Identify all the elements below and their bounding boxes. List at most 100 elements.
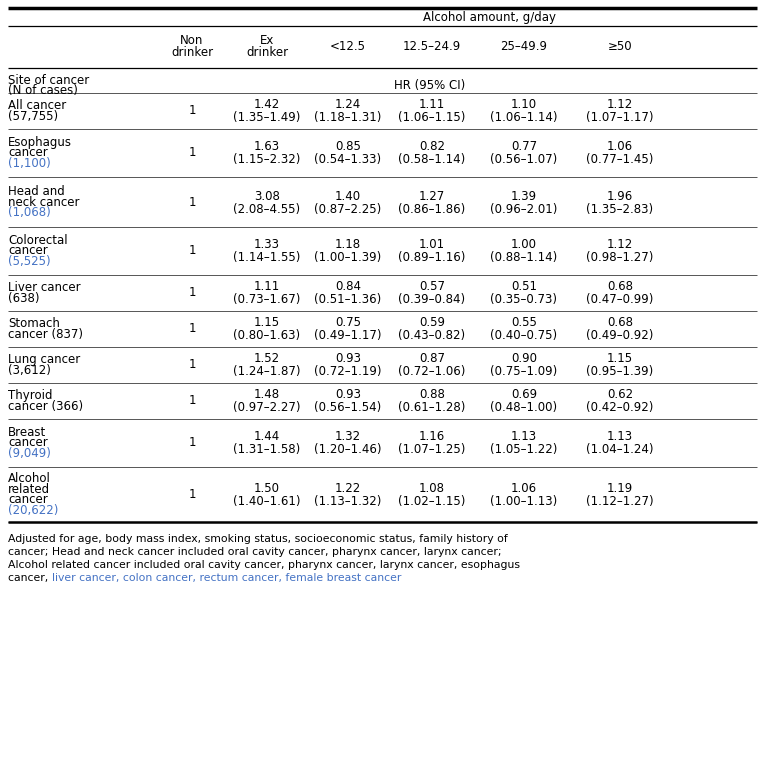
- Text: 1.33: 1.33: [254, 239, 280, 252]
- Text: 1.39: 1.39: [511, 190, 537, 203]
- Text: (1.14–1.55): (1.14–1.55): [233, 252, 301, 264]
- Text: (0.39–0.84): (0.39–0.84): [399, 294, 466, 306]
- Text: Esophagus: Esophagus: [8, 136, 72, 149]
- Text: (3,612): (3,612): [8, 364, 51, 377]
- Text: (0.75–1.09): (0.75–1.09): [490, 365, 558, 378]
- Text: (0.73–1.67): (0.73–1.67): [233, 294, 301, 306]
- Text: (1.20–1.46): (1.20–1.46): [314, 444, 382, 457]
- Text: 0.55: 0.55: [511, 316, 537, 329]
- Text: cancer: cancer: [8, 437, 47, 450]
- Text: cancer: cancer: [8, 493, 47, 507]
- Text: (0.88–1.14): (0.88–1.14): [490, 252, 558, 264]
- Text: (1.12–1.27): (1.12–1.27): [586, 495, 654, 508]
- Text: (0.89–1.16): (0.89–1.16): [399, 252, 466, 264]
- Text: 1.06: 1.06: [607, 141, 633, 154]
- Text: 1.10: 1.10: [511, 99, 537, 112]
- Text: 0.75: 0.75: [335, 316, 361, 329]
- Text: <12.5: <12.5: [330, 40, 366, 54]
- Text: 1: 1: [188, 245, 196, 257]
- Text: 1: 1: [188, 104, 196, 117]
- Text: 1.22: 1.22: [335, 482, 361, 495]
- Text: 1.52: 1.52: [254, 353, 280, 365]
- Text: (1,068): (1,068): [8, 206, 50, 219]
- Text: (0.61–1.28): (0.61–1.28): [399, 402, 466, 414]
- Text: (0.40–0.75): (0.40–0.75): [490, 329, 558, 343]
- Text: drinker: drinker: [171, 47, 213, 60]
- Text: 0.93: 0.93: [335, 388, 361, 402]
- Text: Head and: Head and: [8, 185, 65, 198]
- Text: 0.69: 0.69: [511, 388, 537, 402]
- Text: (2.08–4.55): (2.08–4.55): [233, 203, 301, 215]
- Text: (1.07–1.25): (1.07–1.25): [399, 444, 466, 457]
- Text: (0.42–0.92): (0.42–0.92): [586, 402, 653, 414]
- Text: Breast: Breast: [8, 426, 46, 439]
- Text: 1.11: 1.11: [419, 99, 445, 112]
- Text: (0.49–0.92): (0.49–0.92): [586, 329, 653, 343]
- Text: (0.43–0.82): (0.43–0.82): [399, 329, 466, 343]
- Text: (0.72–1.06): (0.72–1.06): [399, 365, 466, 378]
- Text: Non: Non: [181, 34, 203, 47]
- Text: 1.15: 1.15: [254, 316, 280, 329]
- Text: (0.86–1.86): (0.86–1.86): [399, 203, 466, 215]
- Text: (1.24–1.87): (1.24–1.87): [233, 365, 301, 378]
- Text: Site of cancer: Site of cancer: [8, 74, 90, 87]
- Text: 1.11: 1.11: [254, 280, 280, 294]
- Text: (5,525): (5,525): [8, 255, 50, 268]
- Text: 1.00: 1.00: [511, 239, 537, 252]
- Text: 1: 1: [188, 196, 196, 208]
- Text: Adjusted for age, body mass index, smoking status, socioeconomic status, family : Adjusted for age, body mass index, smoki…: [8, 534, 508, 544]
- Text: 1: 1: [188, 358, 196, 371]
- Text: 0.88: 0.88: [419, 388, 445, 402]
- Text: 1.08: 1.08: [419, 482, 445, 495]
- Text: 0.82: 0.82: [419, 141, 445, 154]
- Text: (1,100): (1,100): [8, 157, 50, 170]
- Text: 1.63: 1.63: [254, 141, 280, 154]
- Text: ≥50: ≥50: [607, 40, 633, 54]
- Text: (0.95–1.39): (0.95–1.39): [587, 365, 653, 378]
- Text: 1.13: 1.13: [607, 430, 633, 444]
- Text: 1: 1: [188, 322, 196, 336]
- Text: 1: 1: [188, 437, 196, 450]
- Text: cancer,: cancer,: [8, 573, 52, 583]
- Text: 1.44: 1.44: [254, 430, 280, 444]
- Text: 0.68: 0.68: [607, 316, 633, 329]
- Text: 1.42: 1.42: [254, 99, 280, 112]
- Text: (1.00–1.13): (1.00–1.13): [490, 495, 558, 508]
- Text: (1.02–1.15): (1.02–1.15): [399, 495, 466, 508]
- Text: 3.08: 3.08: [254, 190, 280, 203]
- Text: (0.96–2.01): (0.96–2.01): [490, 203, 558, 215]
- Text: 1.24: 1.24: [335, 99, 361, 112]
- Text: 12.5–24.9: 12.5–24.9: [403, 40, 461, 54]
- Text: liver cancer, colon cancer, rectum cancer, female breast cancer: liver cancer, colon cancer, rectum cance…: [52, 573, 401, 583]
- Text: 1.06: 1.06: [511, 482, 537, 495]
- Text: 0.93: 0.93: [335, 353, 361, 365]
- Text: 1.15: 1.15: [607, 353, 633, 365]
- Text: 1.12: 1.12: [607, 99, 633, 112]
- Text: (1.31–1.58): (1.31–1.58): [233, 444, 301, 457]
- Text: 0.51: 0.51: [511, 280, 537, 294]
- Text: (0.87–2.25): (0.87–2.25): [314, 203, 382, 215]
- Text: (57,755): (57,755): [8, 110, 58, 123]
- Text: (0.72–1.19): (0.72–1.19): [314, 365, 382, 378]
- Text: (N of cases): (N of cases): [8, 84, 78, 97]
- Text: (1.40–1.61): (1.40–1.61): [233, 495, 301, 508]
- Text: Colorectal: Colorectal: [8, 234, 67, 247]
- Text: 0.59: 0.59: [419, 316, 445, 329]
- Text: (1.35–1.49): (1.35–1.49): [233, 112, 301, 124]
- Text: 1: 1: [188, 488, 196, 501]
- Text: Ex: Ex: [260, 34, 274, 47]
- Text: (1.15–2.32): (1.15–2.32): [233, 154, 301, 166]
- Text: (0.51–1.36): (0.51–1.36): [314, 294, 382, 306]
- Text: 0.77: 0.77: [511, 141, 537, 154]
- Text: 1.96: 1.96: [607, 190, 633, 203]
- Text: 1.01: 1.01: [419, 239, 445, 252]
- Text: 1.27: 1.27: [419, 190, 445, 203]
- Text: cancer (366): cancer (366): [8, 399, 83, 413]
- Text: 1.50: 1.50: [254, 482, 280, 495]
- Text: (0.58–1.14): (0.58–1.14): [399, 154, 466, 166]
- Text: (0.35–0.73): (0.35–0.73): [490, 294, 558, 306]
- Text: Liver cancer: Liver cancer: [8, 281, 80, 294]
- Text: 0.62: 0.62: [607, 388, 633, 402]
- Text: 25–49.9: 25–49.9: [500, 40, 548, 54]
- Text: 1: 1: [188, 287, 196, 299]
